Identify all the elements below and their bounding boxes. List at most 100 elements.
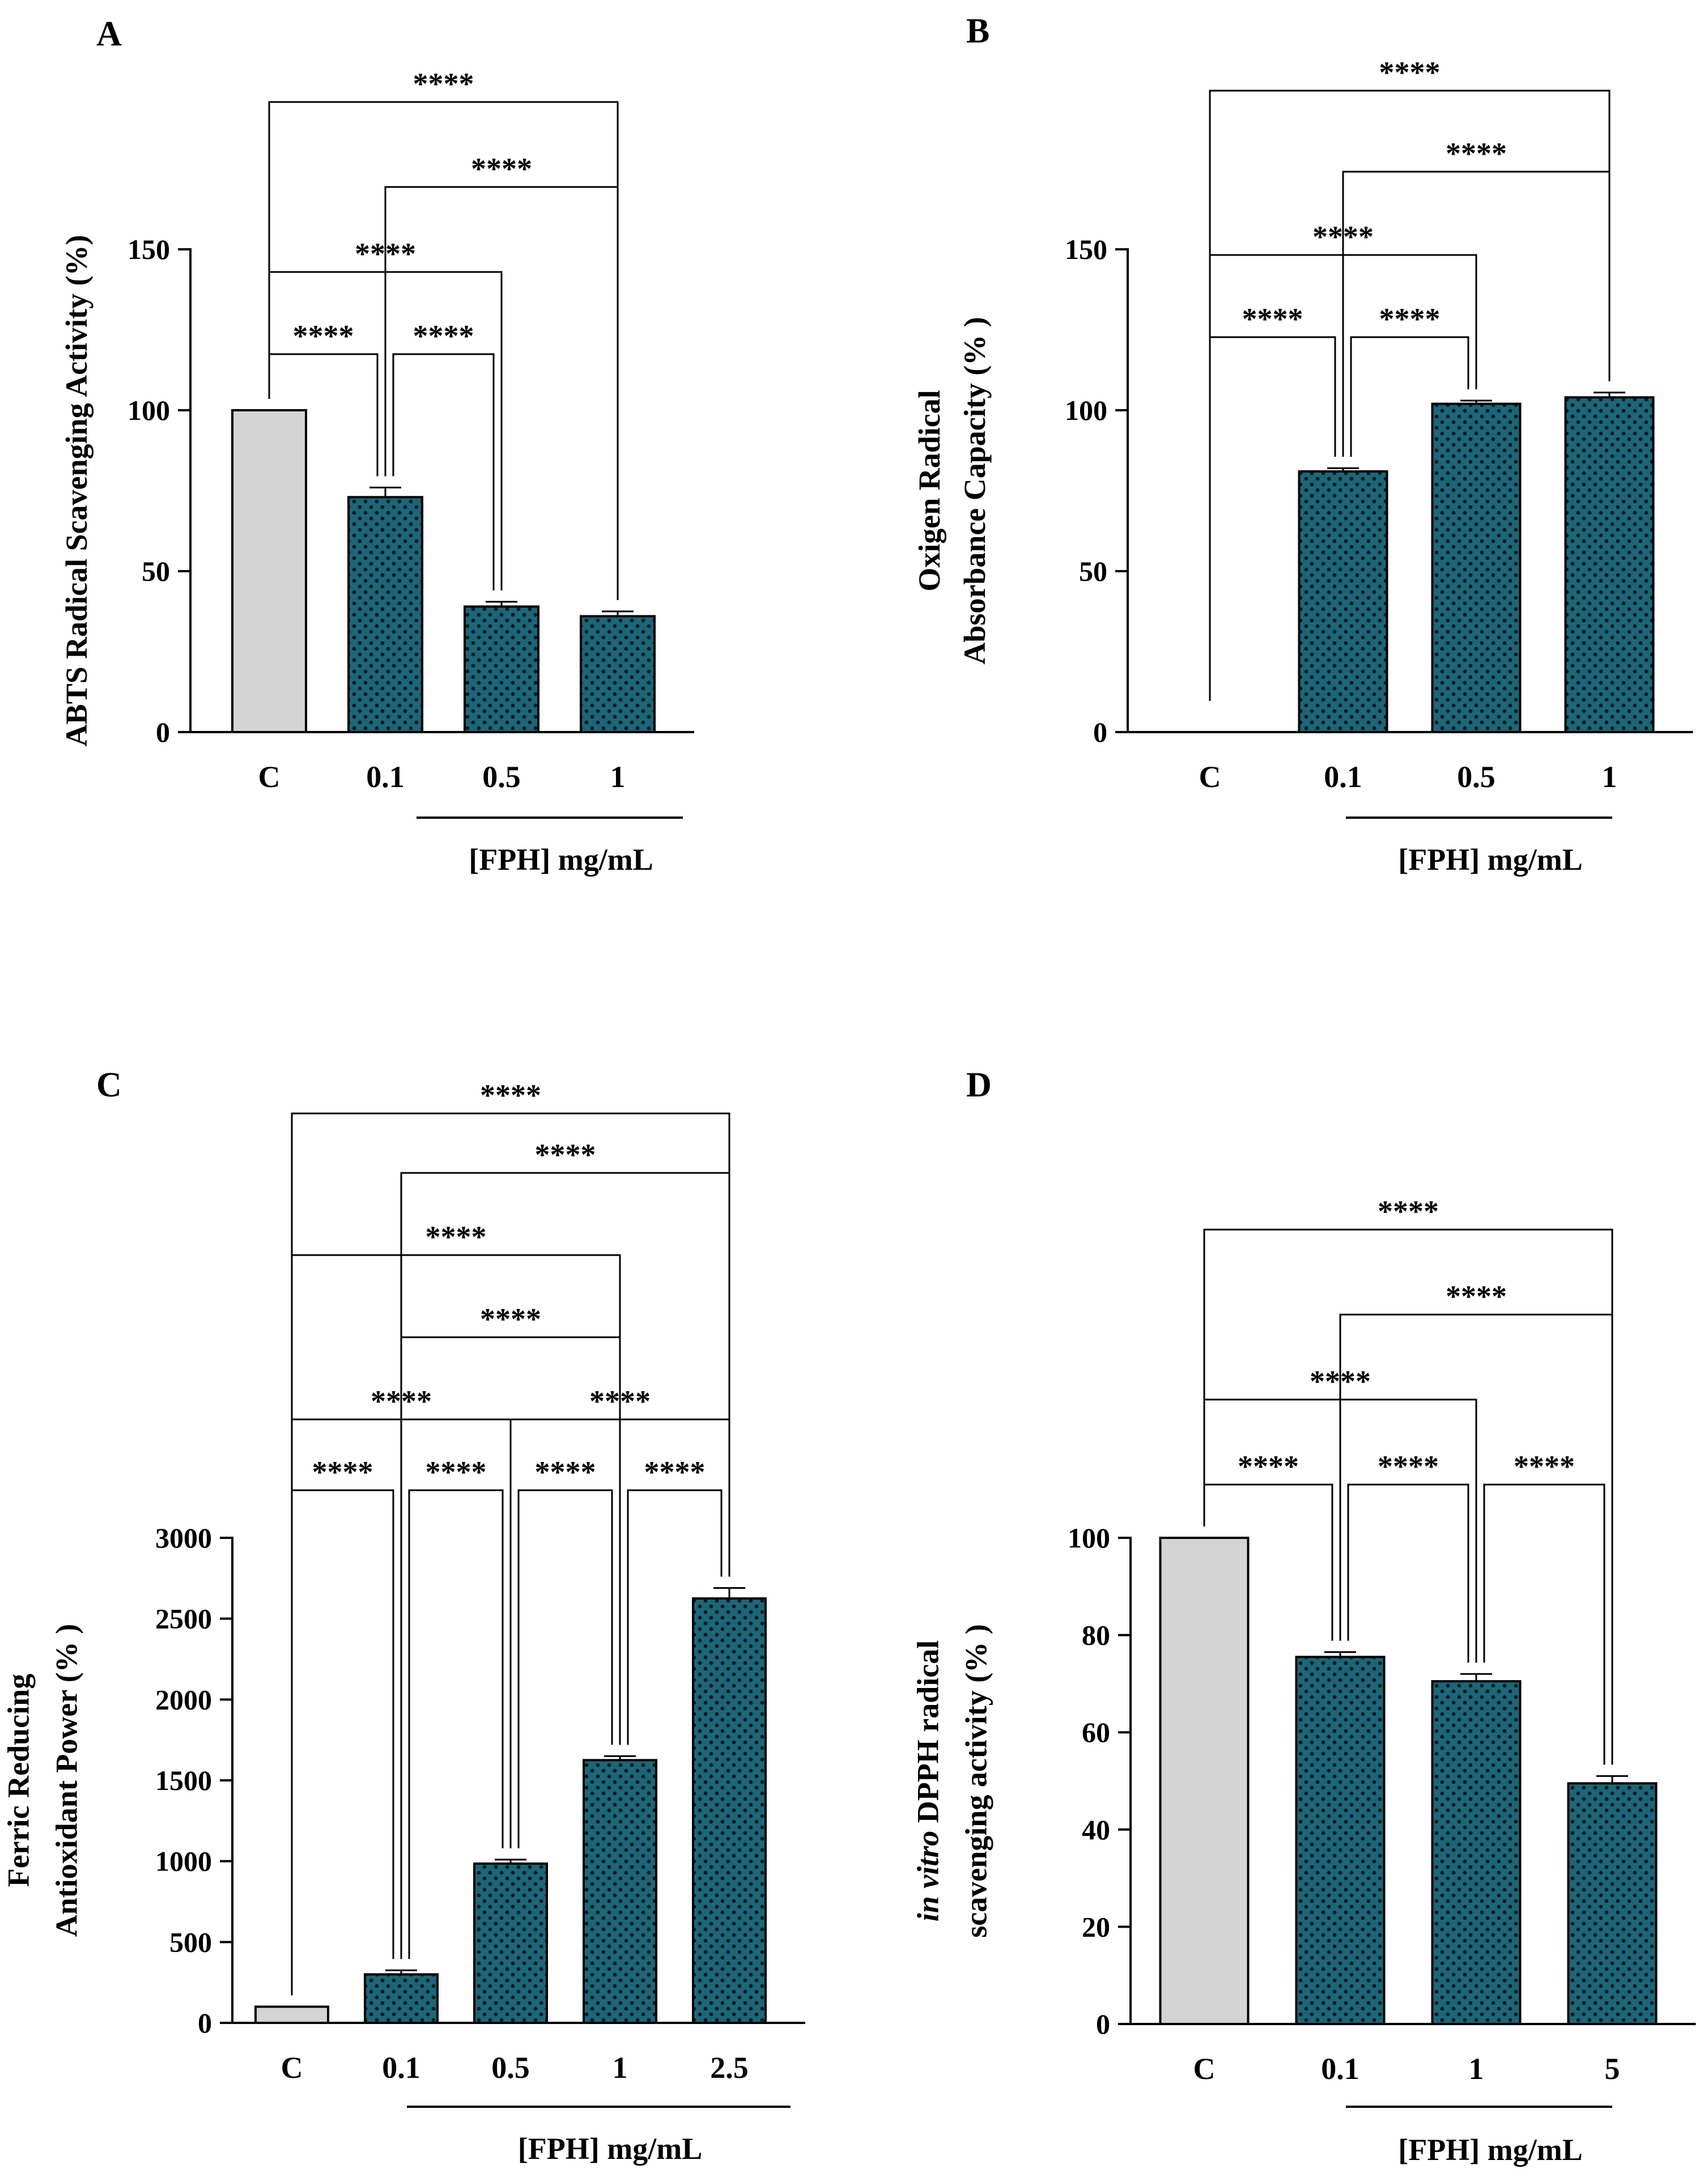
significance-bracket: [1209, 90, 1611, 701]
x-tick-label: 1: [1469, 2052, 1484, 2086]
significance-label: ****: [1446, 137, 1507, 171]
bar-0.1: [347, 496, 423, 733]
bar-2.5: [692, 1597, 767, 2024]
y-tick-label: 0: [1096, 2008, 1110, 2040]
y-axis-label: in vitro DPPH radical scavenging activity…: [911, 1624, 993, 1937]
y-axis-label-line: Oxigen Radical: [912, 390, 946, 592]
y-tick-label: 2500: [155, 1603, 212, 1635]
panel-label: C: [96, 1066, 122, 1104]
chart-panel-c: C 0 500 1000 1500 2000 2500 3000 C 0.1 0.5 1 2.5 [FPH…: [2, 1066, 805, 2166]
x-tick-label: 0.1: [1321, 2052, 1359, 2086]
significance-label: ****: [1379, 302, 1441, 336]
x-tick-label: 0.1: [1324, 760, 1362, 794]
x-tick-label: C: [258, 760, 281, 794]
bar-0.5: [473, 1862, 548, 2025]
significance-bracket: [1350, 336, 1469, 457]
y-tick-label: 60: [1082, 1716, 1110, 1748]
bar-1: [1431, 1680, 1522, 2026]
chart-panel-a: A 0 50 100 150 C 0.1 0.5 1 [FPH] mg/mL ABTS Radica…: [60, 15, 694, 877]
y-axis-label-line: in vitro DPPH radical: [911, 1640, 945, 1921]
bar-1: [580, 615, 656, 734]
y-tick-label: 100: [1065, 394, 1107, 426]
significance-label: ****: [1514, 1449, 1575, 1483]
significance-label: ****: [293, 319, 354, 353]
y-tick-label: 1500: [155, 1764, 212, 1796]
y-axis-label-line: Ferric Reducing: [2, 1674, 36, 1887]
significance-label: ****: [413, 67, 474, 101]
chart-panel-d: D 0 20 40 60 80 100 C 0.1 1 5 [FPH] mg/mL in vitro D…: [911, 1066, 1696, 2167]
chart-panel-b: B 0 50 100 150 C 0.1 0.5 1 [FPH] mg/mL Oxigen Radi…: [912, 12, 1693, 877]
x-axis-label: [FPH] mg/mL: [469, 843, 653, 877]
y-tick-label: 150: [1065, 233, 1107, 265]
x-tick-label: 1: [613, 2051, 628, 2085]
x-tick-label: 1: [610, 760, 626, 794]
bar-0.1: [1295, 1656, 1386, 2025]
significance-label: ****: [480, 1302, 541, 1336]
bar-C: [254, 2005, 329, 2024]
y-axis-label: Ferric Reducing Antioxidant Power (% ): [2, 1624, 84, 1937]
significance-label: ****: [535, 1138, 596, 1172]
significance-label: ****: [1378, 1449, 1439, 1483]
bar-0.1: [1298, 470, 1388, 733]
y-axis-label: Oxigen Radical Absorbance Capacity (% ): [912, 317, 992, 664]
y-tick-label: 2000: [155, 1683, 212, 1715]
bar-0.1: [364, 1973, 439, 2024]
significance-label: ****: [471, 152, 532, 186]
significance-label: ****: [1446, 1279, 1507, 1313]
bar-C: [1159, 1537, 1250, 2025]
significance-bracket: [392, 353, 495, 590]
y-tick-label: 0: [1093, 716, 1107, 748]
y-tick-label: 40: [1082, 1814, 1110, 1846]
significance-label: ****: [426, 1455, 487, 1489]
bar-1: [1564, 396, 1655, 733]
y-axis-label-text: DPPH radical: [911, 1640, 945, 1823]
significance-label: ****: [1378, 1194, 1439, 1228]
significance-bracket: [408, 1489, 504, 1959]
y-tick-label: 500: [169, 1926, 212, 1958]
x-tick-label: 0.5: [482, 760, 521, 794]
significance-label: ****: [644, 1455, 706, 1489]
y-tick-label: 150: [128, 233, 170, 265]
panel-label: B: [966, 12, 989, 50]
y-tick-label: 0: [156, 716, 170, 748]
y-tick-label: 0: [198, 2007, 212, 2039]
y-axis-label-line: scavenging activity (% ): [959, 1624, 993, 1937]
significance-bracket: [291, 1112, 730, 1996]
significance-label: ****: [312, 1455, 373, 1489]
x-tick-label: 5: [1605, 2052, 1620, 2086]
x-tick-label: 0.1: [382, 2051, 420, 2085]
x-tick-label: C: [281, 2051, 303, 2085]
significance-label: ****: [1238, 1449, 1299, 1483]
significance-label: ****: [480, 1078, 541, 1112]
significance-label: ****: [426, 1220, 487, 1254]
significance-bracket: [400, 1172, 730, 1959]
y-tick-label: 100: [1068, 1522, 1110, 1554]
significance-label: ****: [535, 1455, 596, 1489]
significance-label: ****: [413, 319, 474, 353]
y-tick-label: 100: [128, 394, 170, 426]
significance-bracket: [627, 1489, 723, 1745]
y-tick-label: 20: [1082, 1911, 1110, 1942]
y-tick-label: 80: [1082, 1619, 1110, 1651]
x-axis-label: [FPH] mg/mL: [518, 2132, 702, 2166]
significance-label: ****: [1242, 302, 1303, 336]
y-axis-label: ABTS Radical Scavenging Activity (%): [60, 235, 94, 746]
y-tick-label: 1000: [155, 1846, 212, 1877]
x-tick-label: 0.5: [1457, 760, 1495, 794]
significance-bracket: [1483, 1483, 1605, 1765]
bar-5: [1567, 1782, 1658, 2026]
bar-1: [583, 1759, 657, 2024]
bar-C: [231, 409, 307, 733]
significance-bracket: [291, 1489, 394, 1996]
y-tick-label: 3000: [155, 1522, 212, 1554]
y-tick-label: 50: [142, 555, 170, 587]
bar-0.5: [1431, 402, 1522, 733]
x-tick-label: C: [1199, 760, 1221, 794]
y-axis-label-italic: in vitro: [911, 1823, 945, 1921]
significance-bracket: [517, 1489, 613, 1848]
panel-label: A: [96, 15, 122, 53]
y-axis-label-line: ABTS Radical Scavenging Activity (%): [60, 235, 94, 746]
x-axis-label: [FPH] mg/mL: [1398, 843, 1582, 877]
